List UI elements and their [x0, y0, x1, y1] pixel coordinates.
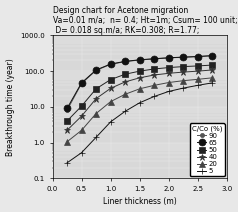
- 50: [95, 88, 98, 90]
- Line: 65: 65: [64, 52, 216, 112]
- 65: [167, 56, 170, 59]
- 90: [211, 54, 214, 57]
- 50: [66, 120, 69, 122]
- 90: [182, 56, 185, 59]
- 90: [196, 55, 199, 58]
- 5: [138, 102, 141, 104]
- 90: [109, 63, 112, 66]
- Y-axis label: Breakthrough time (year): Breakthrough time (year): [5, 58, 15, 156]
- 5: [109, 121, 112, 123]
- 65: [196, 55, 199, 58]
- 65: [138, 59, 141, 61]
- 65: [109, 63, 112, 65]
- 20: [211, 77, 214, 79]
- 65: [211, 54, 214, 57]
- 50: [182, 65, 185, 68]
- 65: [66, 107, 69, 110]
- Line: 5: 5: [64, 79, 216, 166]
- 5: [196, 84, 199, 87]
- Line: 20: 20: [64, 75, 215, 145]
- 5: [182, 87, 185, 89]
- 65: [153, 57, 156, 60]
- 20: [109, 100, 112, 103]
- 50: [109, 78, 112, 81]
- 40: [182, 71, 185, 73]
- 50: [153, 68, 156, 70]
- 20: [124, 93, 127, 96]
- 65: [95, 69, 98, 71]
- Line: 40: 40: [64, 67, 216, 134]
- 50: [80, 105, 83, 107]
- 50: [196, 65, 199, 67]
- 40: [124, 81, 127, 83]
- 50: [124, 73, 127, 75]
- 65: [80, 82, 83, 84]
- Line: 90: 90: [65, 54, 214, 112]
- Legend: 90, 65, 50, 40, 20, 5: 90, 65, 50, 40, 20, 5: [190, 123, 225, 176]
- 5: [211, 82, 214, 84]
- 65: [124, 60, 127, 63]
- 20: [182, 80, 185, 82]
- 5: [80, 151, 83, 154]
- 40: [196, 70, 199, 73]
- 5: [95, 136, 98, 139]
- 20: [167, 81, 170, 84]
- 40: [167, 72, 170, 75]
- 20: [80, 129, 83, 132]
- 5: [153, 95, 156, 98]
- 20: [153, 84, 156, 87]
- 50: [138, 70, 141, 73]
- 40: [66, 129, 69, 132]
- 5: [66, 162, 69, 164]
- 90: [80, 82, 83, 85]
- 90: [167, 57, 170, 59]
- Text: Design chart for Acetone migration
Va=0.01 m/a;  n= 0.4; Ht=1m; Csum= 100 unit; : Design chart for Acetone migration Va=0.…: [53, 6, 238, 35]
- 40: [138, 77, 141, 79]
- 40: [109, 87, 112, 90]
- 5: [124, 110, 127, 113]
- 40: [153, 74, 156, 76]
- 40: [211, 69, 214, 71]
- 50: [211, 64, 214, 66]
- 40: [95, 97, 98, 100]
- 65: [182, 56, 185, 58]
- 90: [138, 59, 141, 61]
- 20: [95, 112, 98, 115]
- 50: [167, 66, 170, 69]
- 20: [138, 88, 141, 90]
- 90: [124, 60, 127, 63]
- 20: [196, 78, 199, 81]
- 40: [80, 115, 83, 117]
- 20: [66, 141, 69, 143]
- 90: [153, 58, 156, 60]
- 90: [66, 109, 69, 112]
- Line: 50: 50: [64, 62, 215, 124]
- 5: [167, 90, 170, 93]
- 90: [95, 69, 98, 72]
- X-axis label: Liner thickness (m): Liner thickness (m): [103, 197, 177, 206]
